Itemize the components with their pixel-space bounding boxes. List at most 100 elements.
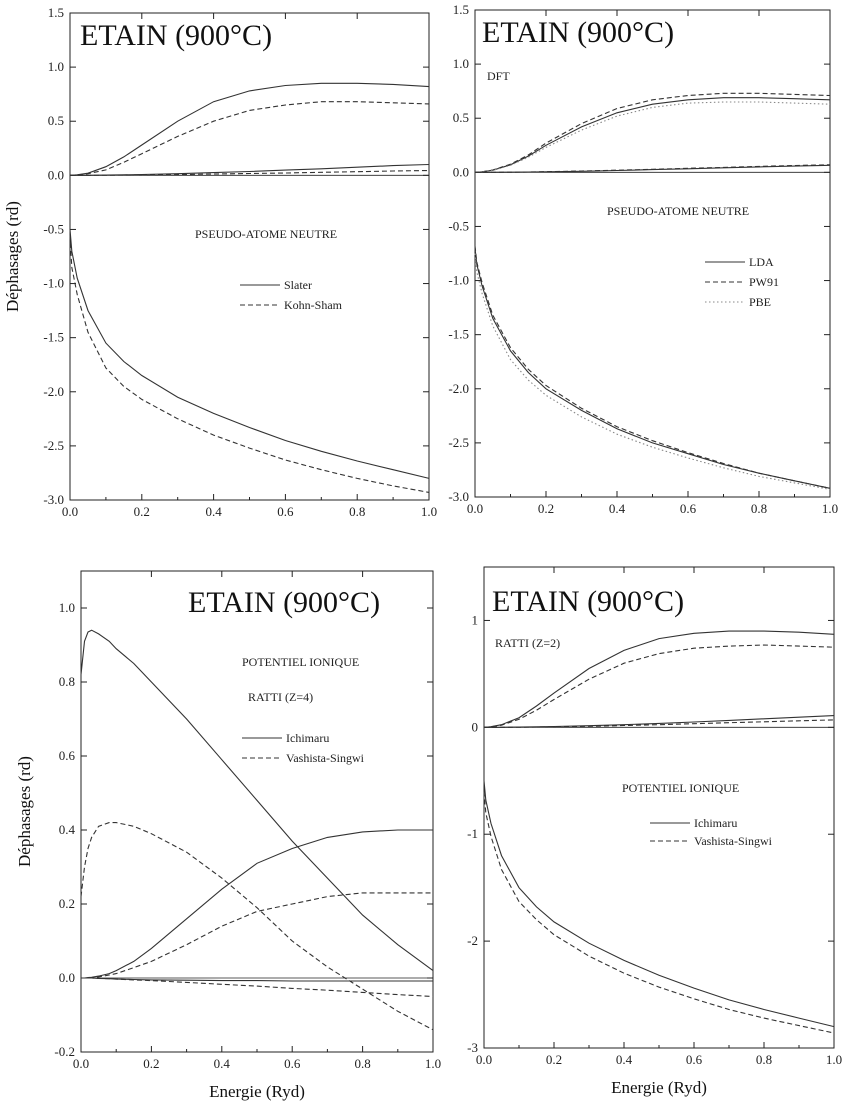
x-tick-label: 0.0 [62, 504, 78, 519]
x-tick-label: 0.8 [756, 1052, 772, 1067]
y-tick-label: 1.5 [453, 2, 469, 17]
y-tick-label: -0.2 [54, 1044, 75, 1059]
y-tick-label: -2.0 [43, 384, 64, 399]
y-tick-label: 0.6 [59, 748, 76, 763]
series-line-unlabeled [475, 92, 831, 173]
series-line-vashista-singwi [80, 822, 434, 1031]
chart-annotation: POTENTIEL IONIQUE [622, 781, 739, 795]
x-tick-label: 0.0 [467, 501, 483, 516]
legend-label: Kohn-Sham [284, 298, 343, 312]
y-tick-label: -1.5 [448, 327, 469, 342]
x-tick-label: 0.8 [751, 501, 767, 516]
x-tick-label: 0.0 [476, 1052, 492, 1067]
chart-title: ETAIN (900°C) [492, 585, 684, 618]
y-tick-label: -2.5 [448, 435, 469, 450]
chart-annotation: POTENTIEL IONIQUE [242, 655, 359, 669]
y-tick-label: 0.0 [59, 970, 75, 985]
y-tick-label: -2.0 [448, 381, 469, 396]
y-tick-label: 1.0 [59, 600, 75, 615]
plot-frame [474, 9, 831, 498]
series-line-unlabeled [81, 977, 434, 998]
series-line-pw91 [474, 245, 831, 489]
y-tick-label: 0.0 [453, 164, 469, 179]
legend-label: Vashista-Singwi [286, 751, 365, 765]
y-tick-label: 0.5 [453, 110, 469, 125]
y-tick-label: -1.0 [448, 273, 469, 288]
y-tick-label: 0.5 [48, 113, 64, 128]
series-line-unlabeled [484, 644, 835, 728]
series-line-unlabeled [475, 101, 831, 173]
chart-title: ETAIN (900°C) [188, 586, 380, 619]
y-tick-label: 1 [472, 612, 479, 627]
series-line-unlabeled [484, 719, 835, 728]
series-line-unlabeled [70, 169, 430, 176]
y-tick-label: -2 [467, 933, 478, 948]
series-line-unlabeled [81, 892, 433, 979]
y-tick-label: -1.0 [43, 276, 64, 291]
y-tick-label: 1.0 [48, 59, 64, 74]
chart-panel-4: 0.0 0.2 0.4 0.6 0.8 1.0 1 0 -1 -2 -3 ETAIN (900°C) R… [467, 566, 842, 1097]
x-tick-label: 0.2 [134, 504, 150, 519]
x-tick-label: 0.6 [680, 501, 697, 516]
series-line-kohn-sham [69, 234, 430, 493]
y-tick-label: -0.5 [43, 221, 64, 236]
chart-annotation: DFT [487, 69, 510, 83]
y-tick-label: 1.0 [453, 56, 469, 71]
legend-label: PW91 [749, 275, 779, 289]
x-tick-label: 0.6 [686, 1052, 703, 1067]
y-tick-label: -3.0 [448, 489, 469, 504]
chart-annotation: PSEUDO-ATOME NEUTRE [195, 227, 337, 241]
y-tick-label: 0 [472, 719, 479, 734]
y-tick-label: -0.5 [448, 218, 469, 233]
y-tick-label: 0.0 [48, 167, 64, 182]
x-tick-label: 0.6 [277, 504, 294, 519]
series-line-vashista-singwi [483, 791, 835, 1034]
chart-annotation: PSEUDO-ATOME NEUTRE [607, 204, 749, 218]
series-line-unlabeled [475, 97, 831, 173]
y-tick-label: -2.5 [43, 438, 64, 453]
series-line-slater [69, 229, 430, 479]
x-tick-label: 0.4 [214, 1056, 231, 1071]
x-tick-label: 0.2 [546, 1052, 562, 1067]
x-tick-label: 0.2 [143, 1056, 159, 1071]
y-tick-label: 0.8 [59, 674, 75, 689]
legend-label: Ichimaru [694, 816, 737, 830]
chart-annotation: RATTI (Z=2) [495, 636, 560, 650]
x-tick-label: 0.4 [205, 504, 222, 519]
x-axis-label: Energie (Ryd) [209, 1082, 305, 1101]
x-axis-label: Energie (Ryd) [611, 1078, 707, 1097]
x-tick-label: 1.0 [822, 501, 838, 516]
legend-label: LDA [749, 255, 774, 269]
x-tick-label: 0.4 [609, 501, 626, 516]
chart-panel-1: 0.0 0.2 0.4 0.6 0.8 1.0 1.5 1.0 0.5 0.0 -0.5 -1.0 -1… [3, 5, 437, 519]
y-tick-label: -3.0 [43, 492, 64, 507]
y-tick-label: 0.2 [59, 896, 75, 911]
x-tick-label: 0.6 [284, 1056, 301, 1071]
chart-panel-3: 0.0 0.2 0.4 0.6 0.8 1.01.00.80.60.40.20.0-0.2… [15, 570, 441, 1101]
legend-label: Vashista-Singwi [694, 834, 773, 848]
y-axis-label: Déphasages (rd) [3, 201, 22, 312]
series-line-unlabeled [70, 101, 430, 176]
series-line-unlabeled [70, 82, 430, 176]
x-tick-label: 0.2 [538, 501, 554, 516]
y-tick-label: -3 [467, 1040, 478, 1055]
x-tick-label: 0.8 [349, 504, 365, 519]
chart-panel-2: 0.0 0.2 0.4 0.6 0.8 1.0 1.5 1.0 0.5 0.0 -0.5 -1.0 -1… [448, 2, 838, 516]
x-tick-label: 0.0 [73, 1056, 89, 1071]
series-line-unlabeled [475, 164, 831, 173]
y-tick-label: 0.4 [59, 822, 76, 837]
legend-label: Slater [284, 278, 312, 292]
x-tick-label: 0.8 [354, 1056, 370, 1071]
legend-label: Ichimaru [286, 731, 329, 745]
series-line-unlabeled [81, 829, 433, 979]
chart-title: ETAIN (900°C) [482, 16, 674, 49]
x-tick-label: 1.0 [425, 1056, 441, 1071]
y-tick-label: -1 [467, 826, 478, 841]
series-line-ichimaru [483, 780, 835, 1028]
y-axis-label: Déphasages (rd) [15, 756, 34, 867]
chart-annotation: RATTI (Z=4) [248, 690, 313, 704]
series-line-ichimaru [80, 629, 434, 972]
x-tick-label: 1.0 [826, 1052, 842, 1067]
series-line-pbe [474, 253, 831, 490]
